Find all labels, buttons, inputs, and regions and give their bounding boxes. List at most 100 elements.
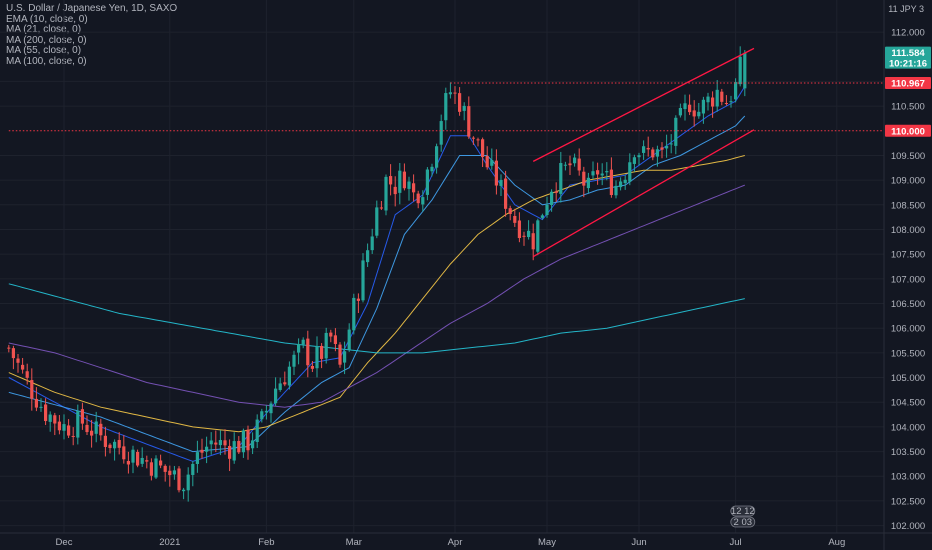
candle-body bbox=[688, 104, 692, 113]
candle-body bbox=[209, 440, 213, 445]
candle-body bbox=[384, 176, 388, 211]
event-badge bbox=[730, 505, 756, 517]
candle-body bbox=[85, 424, 89, 433]
candle-body bbox=[563, 164, 567, 166]
candle-body bbox=[508, 208, 512, 214]
candle-body bbox=[655, 149, 659, 157]
candle-body bbox=[200, 449, 204, 453]
legend-ma200[interactable]: MA (200, close, 0) bbox=[6, 34, 87, 46]
candle-body bbox=[425, 169, 429, 195]
candle-body bbox=[76, 410, 80, 438]
candle-body bbox=[191, 463, 195, 475]
candle-body bbox=[80, 409, 84, 424]
candle-body bbox=[99, 423, 103, 436]
indicator-legend: U.S. Dollar / Japanese Yen, 1D, SAXO EMA… bbox=[6, 3, 178, 67]
candle-body bbox=[462, 105, 466, 111]
candle-body bbox=[453, 92, 457, 94]
y-tick-label: 103.000 bbox=[891, 472, 925, 483]
candle-body bbox=[62, 424, 66, 431]
candle-body bbox=[283, 382, 287, 385]
candle-body bbox=[195, 452, 199, 464]
candle-body bbox=[67, 425, 71, 436]
candle-body bbox=[430, 166, 434, 172]
price-scale-unit: 11 JPY 3 bbox=[888, 4, 924, 14]
candle-body bbox=[697, 111, 701, 117]
x-tick-label: Feb bbox=[258, 537, 274, 548]
ma-line bbox=[8, 86, 746, 462]
candle-body bbox=[490, 160, 494, 166]
candle-body bbox=[122, 446, 126, 460]
candle-body bbox=[292, 354, 296, 367]
candle-body bbox=[559, 163, 563, 194]
candle-body bbox=[57, 421, 61, 431]
chart-title[interactable]: U.S. Dollar / Japanese Yen, 1D, SAXO bbox=[6, 3, 178, 14]
legend-ema10[interactable]: EMA (10, close, 0) bbox=[6, 13, 88, 25]
candle-body bbox=[246, 429, 250, 451]
legend-ma100[interactable]: MA (100, close, 0) bbox=[6, 55, 87, 67]
candle-body bbox=[586, 177, 590, 189]
candle-body bbox=[163, 465, 167, 472]
candle-body bbox=[743, 52, 747, 89]
candle-body bbox=[568, 163, 572, 166]
candle-body bbox=[145, 460, 149, 462]
candle-body bbox=[481, 139, 485, 158]
y-tick-label: 106.000 bbox=[891, 324, 925, 335]
candle-body bbox=[485, 156, 489, 168]
candle-body bbox=[646, 147, 650, 150]
candle-body bbox=[596, 170, 600, 175]
candle-body bbox=[103, 435, 107, 447]
candle-body bbox=[435, 146, 439, 168]
drawings[interactable] bbox=[8, 47, 884, 258]
last-price-tag-countdown: 10:21:16 bbox=[889, 59, 927, 70]
candle-body bbox=[347, 329, 351, 350]
candle-body bbox=[320, 345, 324, 359]
y-tick-label: 107.500 bbox=[891, 250, 925, 261]
candle-body bbox=[352, 297, 356, 331]
level-2-tag-price: 110.000 bbox=[891, 126, 925, 137]
moving-averages bbox=[8, 86, 746, 462]
candle-body bbox=[30, 380, 34, 399]
candle-body bbox=[527, 230, 531, 238]
y-tick-label: 108.500 bbox=[891, 200, 925, 211]
candle-body bbox=[421, 197, 425, 205]
candle-body bbox=[232, 441, 236, 461]
candle-body bbox=[53, 415, 57, 424]
candle-body bbox=[324, 332, 328, 359]
candle-body bbox=[126, 460, 130, 465]
legend-ma21[interactable]: MA (21, close, 0) bbox=[6, 24, 82, 35]
last-price-tag-box bbox=[885, 46, 931, 69]
candle-body bbox=[573, 157, 577, 164]
candle-body bbox=[149, 462, 153, 476]
candle-body bbox=[264, 410, 268, 413]
y-tick-label: 102.500 bbox=[891, 496, 925, 507]
candle-body bbox=[168, 470, 172, 476]
y-tick-label: 109.500 bbox=[891, 151, 925, 162]
candle-body bbox=[517, 220, 521, 239]
candle-body bbox=[669, 143, 673, 145]
candle-body bbox=[609, 169, 613, 196]
candle-body bbox=[678, 107, 682, 116]
candle-body bbox=[642, 146, 646, 153]
candle-body bbox=[701, 99, 705, 114]
x-tick-label: Aug bbox=[828, 537, 845, 548]
legend-ma55[interactable]: MA (55, close, 0) bbox=[6, 45, 82, 56]
level-1-tag-price: 110.967 bbox=[891, 79, 925, 90]
candle-body bbox=[159, 460, 163, 466]
candle-body bbox=[21, 364, 25, 370]
candle-body bbox=[329, 332, 333, 337]
candle-body bbox=[172, 470, 176, 475]
candle-body bbox=[274, 388, 278, 404]
candle-body bbox=[715, 89, 719, 107]
candle-body bbox=[182, 489, 186, 492]
ma-line bbox=[8, 283, 745, 354]
grid bbox=[0, 0, 884, 533]
level-2-tag-box bbox=[885, 124, 931, 137]
candle-body bbox=[113, 441, 117, 449]
candle-body bbox=[448, 92, 452, 95]
candle-body bbox=[140, 457, 144, 464]
candle-body bbox=[278, 383, 282, 390]
candle-body bbox=[361, 260, 365, 301]
candle-body bbox=[44, 404, 48, 422]
